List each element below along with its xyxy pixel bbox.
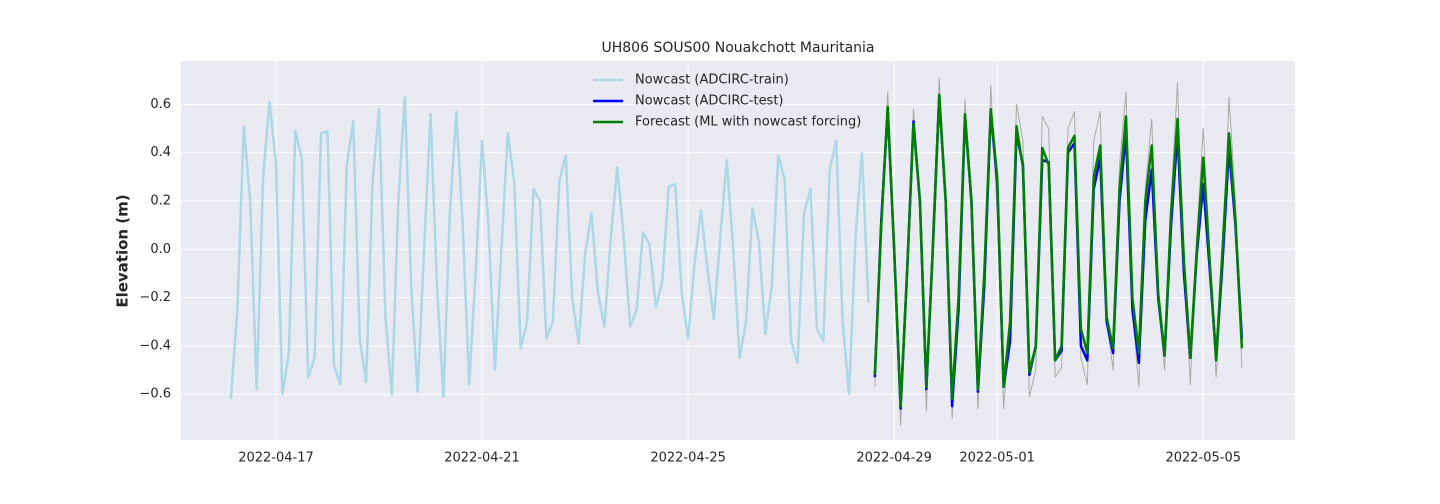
y-axis-label: Elevation (m): [114, 194, 132, 307]
legend-label: Forecast (ML with nowcast forcing): [635, 115, 861, 130]
y-tick-label: 0.6: [150, 97, 171, 112]
y-tick-label: −0.6: [139, 387, 171, 402]
legend-label: Nowcast (ADCIRC-test): [635, 94, 784, 109]
y-tick-label: −0.4: [139, 338, 171, 353]
x-tick-label: 2022-04-25: [650, 451, 726, 466]
x-tick-label: 2022-05-01: [959, 451, 1035, 466]
x-tick-label: 2022-04-21: [444, 451, 520, 466]
y-tick-label: 0.4: [150, 145, 171, 160]
lines: [229, 77, 1244, 427]
chart-title: UH806 SOUS00 Nouakchott Mauritania: [602, 40, 875, 56]
legend: Nowcast (ADCIRC-train) Nowcast (ADCIRC-te…: [593, 73, 861, 130]
x-tick-label: 2022-04-29: [856, 451, 932, 466]
y-tick-label: 0.0: [150, 242, 171, 257]
x-tick-label: 2022-05-05: [1165, 451, 1241, 466]
y-tick-label: −0.2: [139, 290, 171, 305]
x-tick-label: 2022-04-17: [238, 451, 314, 466]
y-tick-label: 0.2: [150, 194, 171, 209]
series-line: [873, 93, 1244, 408]
series-line: [229, 95, 870, 400]
legend-label: Nowcast (ADCIRC-train): [635, 73, 789, 88]
